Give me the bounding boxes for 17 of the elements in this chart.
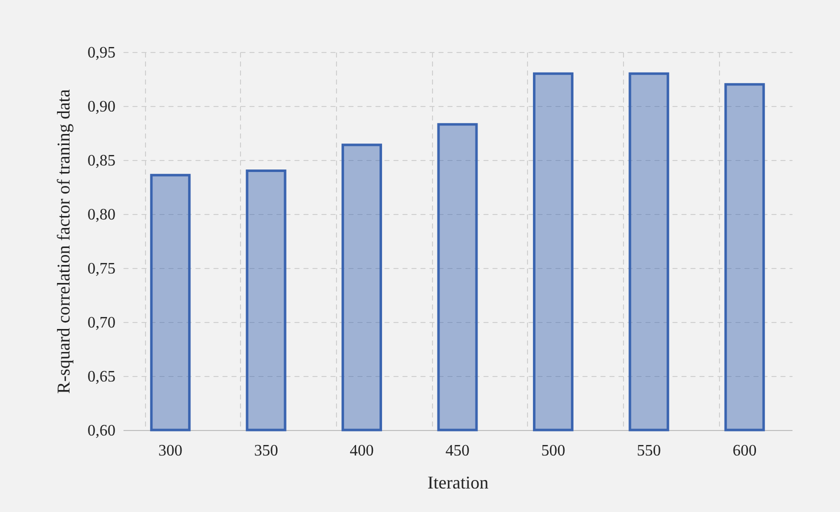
y-tick-label: 0,95 <box>88 44 116 62</box>
y-tick-label: 0,85 <box>88 152 116 170</box>
x-tick-label: 450 <box>446 442 470 460</box>
y-tick-label: 0,65 <box>88 368 116 386</box>
x-tick-label: 550 <box>636 442 661 460</box>
y-tick-label: 0,70 <box>88 314 116 332</box>
x-tick-label: 600 <box>732 442 757 460</box>
y-axis-title: R-squard correlation factor of traning data <box>54 89 74 394</box>
y-tick-label: 0,75 <box>88 260 116 278</box>
x-tick-label: 350 <box>254 442 278 460</box>
x-tick-label: 400 <box>350 442 374 460</box>
y-tick-label: 0,80 <box>88 206 116 224</box>
x-tick-label: 300 <box>158 442 182 460</box>
x-tick-label: 500 <box>541 442 566 460</box>
x-axis-title: Iteration <box>428 472 488 492</box>
y-tick-label: 0,60 <box>88 422 116 440</box>
y-tick-label: 0,90 <box>88 98 116 116</box>
